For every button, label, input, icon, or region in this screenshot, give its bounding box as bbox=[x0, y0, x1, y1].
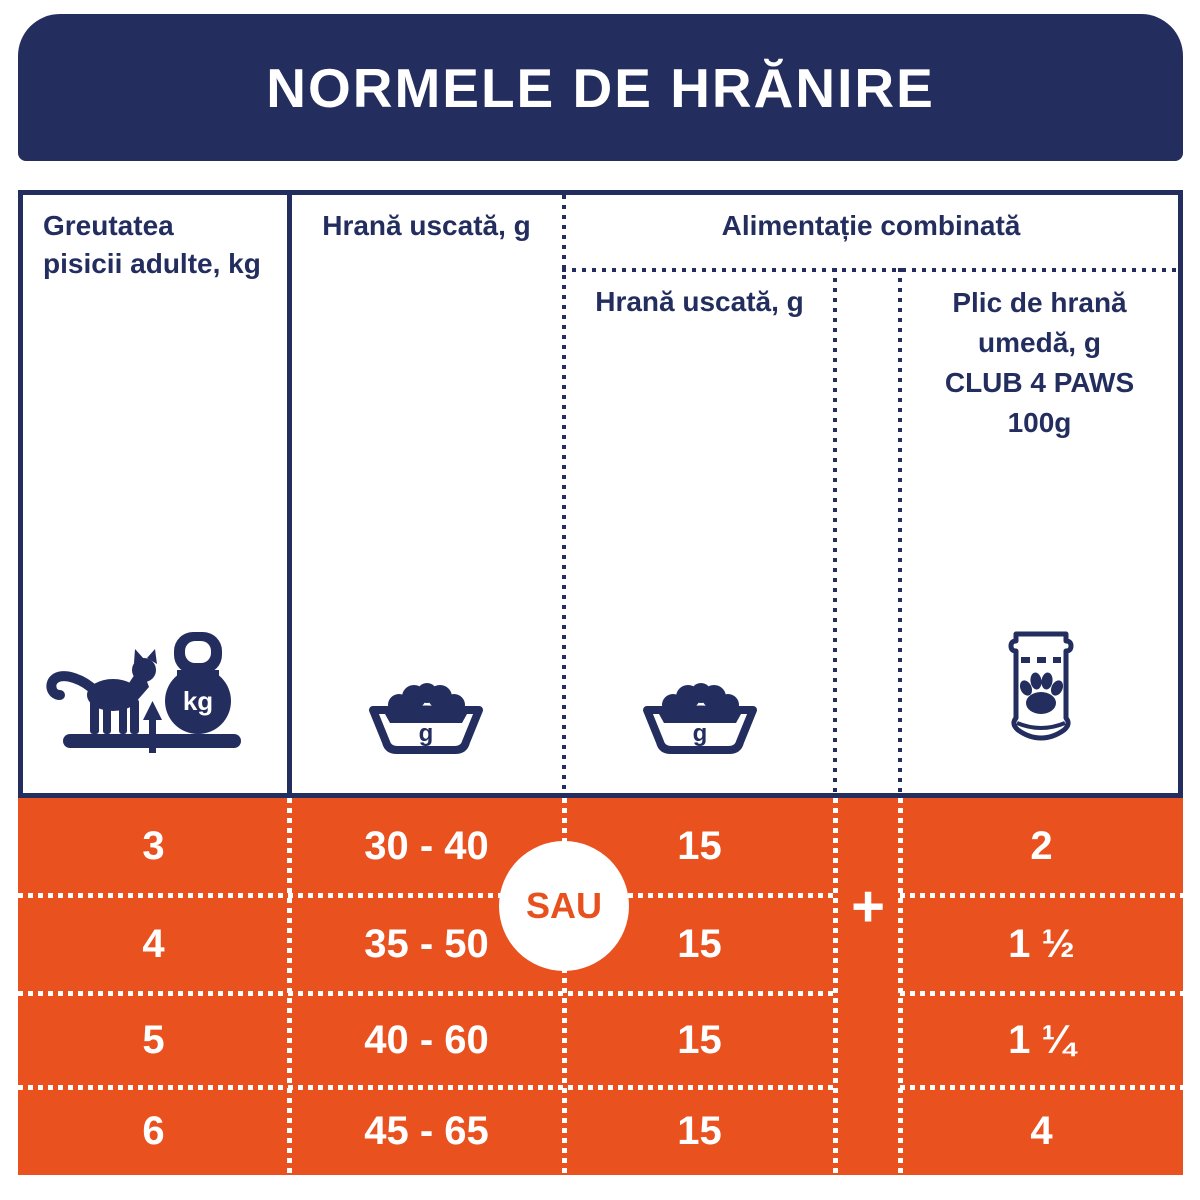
row-separator-3-left bbox=[18, 1085, 835, 1090]
column-header-combined: Alimentație combinată bbox=[721, 210, 1021, 241]
title-banner: NORMELE DE HRĂNIRE bbox=[18, 14, 1183, 161]
bowl-g-label: g bbox=[693, 720, 708, 747]
dry-food-bowl-icon: g bbox=[361, 679, 491, 757]
cell-weight: 4 bbox=[142, 921, 165, 966]
cell-combined-dry: 15 bbox=[677, 1017, 722, 1062]
combined-dry-food-bowl-icon: g bbox=[635, 679, 765, 757]
cell-wet-pouches: 4 bbox=[1030, 1108, 1053, 1153]
or-badge-label: SAU bbox=[525, 885, 602, 926]
grid-divider-dry-combined bbox=[562, 798, 567, 1175]
table-header-section: Greutatea pisicii adulte, kg Hrană uscat… bbox=[18, 190, 1183, 798]
row-separator-1-right bbox=[900, 893, 1183, 898]
or-badge: SAU bbox=[499, 841, 629, 971]
grid-divider-weight-dry bbox=[287, 798, 292, 1175]
divider-weight-dry bbox=[287, 195, 292, 793]
cell-weight: 6 bbox=[142, 1108, 165, 1153]
kettlebell-kg-label: kg bbox=[183, 686, 213, 716]
cell-combined-dry: 15 bbox=[677, 921, 722, 966]
column-header-weight: Greutatea pisicii adulte, kg bbox=[43, 210, 261, 279]
subcolumn-header-combined-wet: Plic de hrană umedă, g CLUB 4 PAWS 100g bbox=[944, 287, 1135, 438]
column-header-dry: Hrană uscată, g bbox=[322, 210, 531, 241]
subcolumn-header-combined-dry: Hrană uscată, g bbox=[595, 286, 804, 317]
plus-connector-label: + bbox=[851, 873, 885, 939]
row-separator-1-left bbox=[18, 893, 835, 898]
plus-connector: + bbox=[836, 854, 900, 958]
page-title: NORMELE DE HRĂNIRE bbox=[266, 56, 935, 119]
row-separator-2-left bbox=[18, 991, 835, 996]
cell-wet-pouches: 2 bbox=[1030, 824, 1053, 868]
cell-wet-pouches: 1 ½ bbox=[1008, 921, 1075, 966]
divider-subdry-plusgap bbox=[833, 268, 837, 793]
cell-combined-dry: 15 bbox=[677, 1108, 722, 1153]
grid-divider-plusgap-wet bbox=[898, 798, 903, 1175]
cell-weight: 5 bbox=[142, 1017, 165, 1062]
cell-dry: 45 - 65 bbox=[364, 1108, 489, 1153]
cell-combined-dry: 15 bbox=[677, 824, 722, 868]
cell-wet-pouches: 1 ¼ bbox=[1008, 1017, 1075, 1062]
cat-weight-scale-icon: kg bbox=[43, 625, 263, 760]
wet-food-pouch-icon bbox=[1001, 630, 1081, 748]
cell-dry: 35 - 50 bbox=[364, 921, 489, 966]
grid-divider-subdry-plusgap bbox=[833, 798, 838, 1175]
cell-dry: 30 - 40 bbox=[364, 824, 489, 868]
divider-plusgap-wet bbox=[898, 268, 902, 793]
row-separator-2-right bbox=[900, 991, 1183, 996]
divider-combined-subheader bbox=[562, 268, 1178, 272]
cell-dry: 40 - 60 bbox=[364, 1017, 489, 1062]
bowl-g-label: g bbox=[419, 720, 434, 747]
table-data-section: 3 30 - 40 15 2 4 35 - 50 15 1 ½ 5 40 - 6… bbox=[18, 798, 1183, 1175]
divider-dry-combined bbox=[562, 195, 566, 793]
row-separator-3-right bbox=[900, 1085, 1183, 1090]
cell-weight: 3 bbox=[142, 824, 165, 868]
